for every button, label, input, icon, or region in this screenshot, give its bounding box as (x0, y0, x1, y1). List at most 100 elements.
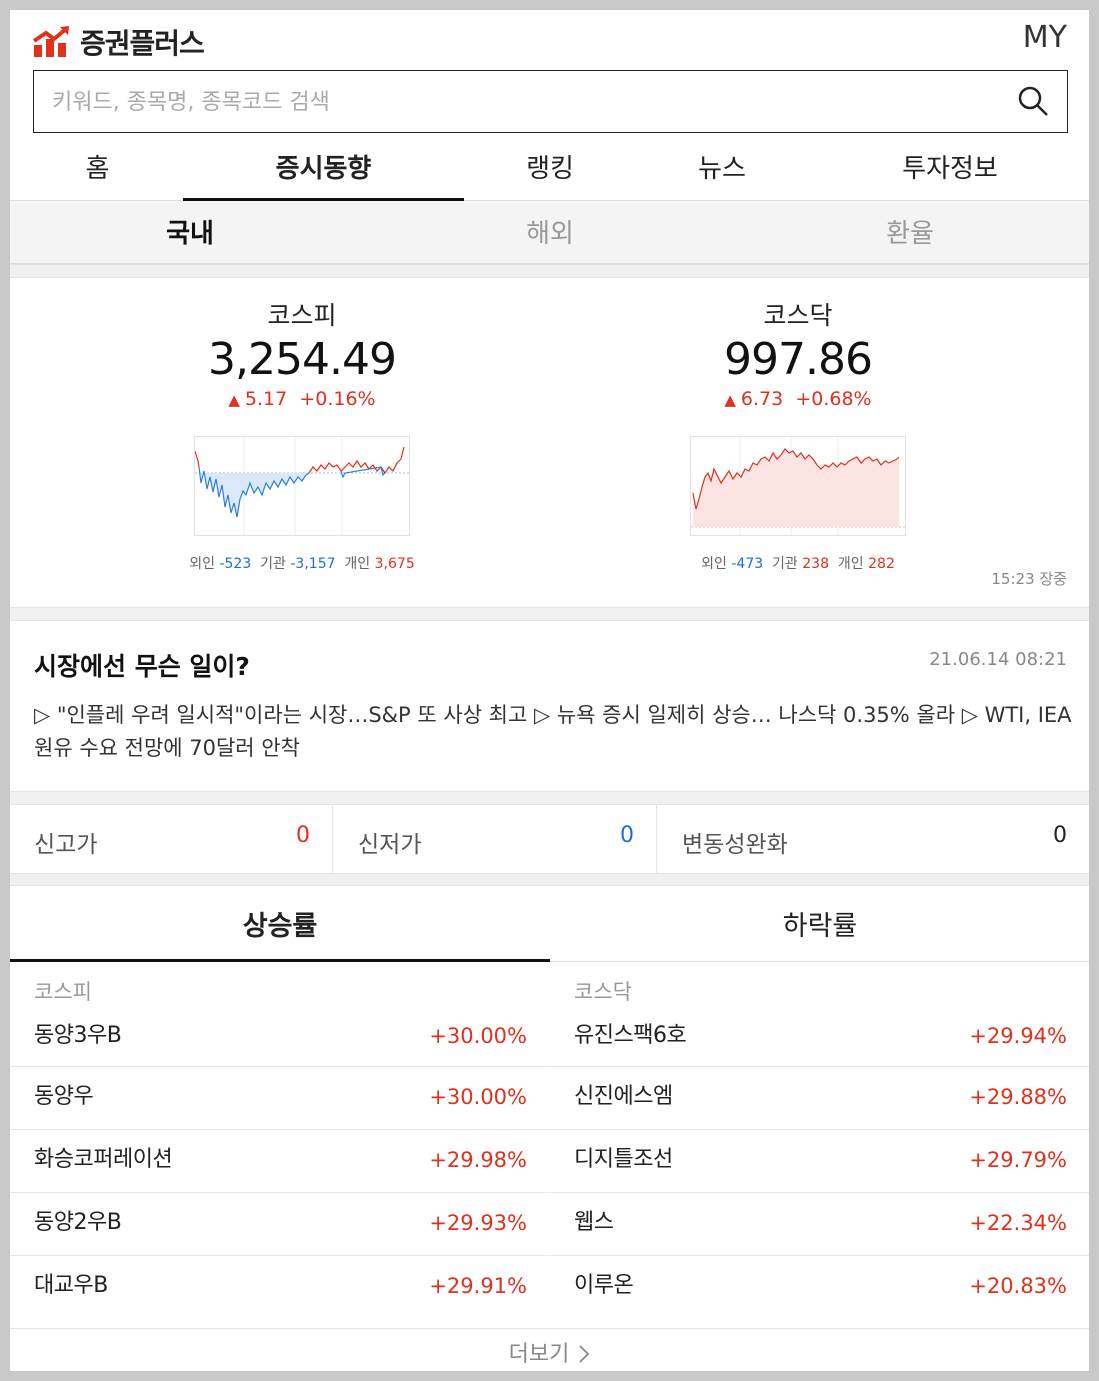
stock-rate: +30.00% (429, 1024, 527, 1048)
stat-new-low[interactable]: 신저가 0 (334, 805, 657, 873)
list-item[interactable]: 동양2우B +29.93% (10, 1193, 549, 1256)
change-amount: 5.17 (244, 388, 288, 410)
index-change: ▲ 5.17 +0.16% (32, 388, 572, 410)
stat-label: 신고가 (34, 832, 98, 858)
stat-value: 0 (1053, 823, 1067, 848)
news-title: 시장에선 무슨 일이? (34, 652, 250, 681)
foreign-label: 외인 (189, 556, 216, 572)
more-button[interactable]: 더보기 (10, 1328, 1089, 1371)
tab-market-trend[interactable]: 증시동향 (183, 140, 464, 201)
stock-name: 대교우B (34, 1273, 108, 1298)
stock-rate: +29.93% (429, 1211, 527, 1235)
search-bar (33, 70, 1068, 133)
foreign-value: -473 (731, 556, 764, 572)
change-percent: +0.16% (299, 388, 376, 410)
rank-tabs: 상승률 하락률 (10, 886, 1089, 962)
stock-name: 이루온 (574, 1273, 634, 1298)
up-arrow-icon: ▲ (724, 391, 736, 409)
stat-label: 변동성완화 (682, 832, 788, 858)
kospi-intraday-chart (194, 436, 410, 536)
individual-value: 3,675 (374, 556, 415, 572)
tab-investment-info[interactable]: 투자정보 (902, 154, 998, 184)
list-item[interactable]: 동양우 +30.00% (10, 1067, 549, 1130)
divider (10, 607, 1089, 621)
individual-label: 개인 (837, 556, 864, 572)
list-item[interactable]: 대교우B +29.91% (10, 1256, 549, 1319)
institution-value: -3,157 (290, 556, 336, 572)
list-item[interactable]: 웹스 +22.34% (550, 1193, 1089, 1256)
foreign-label: 외인 (701, 556, 727, 572)
logo[interactable]: 증권플러스 (32, 22, 205, 62)
kospi-index[interactable]: 코스피 3,254.49 ▲ 5.17 +0.16% 외인 -523 기관 -3,… (32, 278, 572, 598)
stock-name: 신진에스엠 (574, 1084, 673, 1109)
index-name: 코스닥 (763, 301, 833, 330)
market-news[interactable]: 시장에선 무슨 일이? 21.06.14 08:21 ▷ "인플레 우려 일시적… (10, 621, 1089, 791)
list-item[interactable]: 신진에스엠 +29.88% (550, 1067, 1089, 1130)
tab-exchange-rate[interactable]: 환율 (886, 219, 934, 249)
tab-overseas[interactable]: 해외 (526, 219, 574, 249)
news-body: ▷ "인플레 우려 일시적"이라는 시장…S&P 또 사상 최고 ▷ 뉴욕 증시… (34, 703, 1072, 760)
chart-up-logo-icon (32, 26, 69, 57)
sub-nav: 국내 해외 환율 (10, 201, 1089, 264)
tab-fall-rate[interactable]: 하락률 (782, 911, 858, 942)
list-item[interactable]: 화승코퍼레이션 +29.98% (10, 1130, 549, 1193)
tab-ranking[interactable]: 랭킹 (526, 154, 574, 184)
change-amount: 6.73 (740, 388, 784, 410)
divider (10, 873, 1089, 886)
stock-rate: +30.00% (429, 1085, 527, 1109)
institution-label: 기관 (772, 556, 798, 572)
stock-name: 동양우 (34, 1084, 94, 1109)
stock-rate: +29.94% (969, 1024, 1067, 1048)
news-date: 21.06.14 08:21 (929, 649, 1067, 670)
tab-home[interactable]: 홈 (85, 154, 110, 184)
header: 증권플러스 MY (10, 10, 1089, 70)
search-input[interactable] (52, 85, 952, 119)
stock-name: 웹스 (574, 1210, 614, 1235)
institution-label: 기관 (260, 556, 286, 572)
kospi-ranking: 코스피 동양3우B +30.00% 동양우 +30.00% 화승코퍼레이션 +2… (10, 962, 549, 1319)
app-frame: 증권플러스 MY 홈 증시동향 랭킹 뉴스 투자정보 국내 해외 환율 코스피 … (10, 10, 1089, 1371)
stat-volatility-interruption[interactable]: 변동성완화 0 (658, 805, 1089, 873)
index-value: 3,254.49 (208, 334, 397, 385)
stock-name: 동양3우B (34, 1023, 122, 1048)
kosdaq-ranking: 코스닥 유진스팩6호 +29.94% 신진에스엠 +29.88% 디지틀조선 +… (550, 962, 1089, 1319)
investor-summary: 외인 -523 기관 -3,157 개인 3,675 (32, 553, 572, 573)
stock-rate: +29.91% (429, 1274, 527, 1298)
logo-text: 증권플러스 (80, 27, 205, 60)
stock-rate: +29.98% (429, 1148, 527, 1172)
stock-rate: +22.34% (969, 1211, 1067, 1235)
index-change: ▲ 6.73 +0.68% (528, 388, 1068, 410)
my-button[interactable]: MY (1022, 20, 1067, 55)
list-item[interactable]: 이루온 +20.83% (550, 1256, 1089, 1319)
up-arrow-icon: ▲ (228, 391, 240, 409)
main-nav: 홈 증시동향 랭킹 뉴스 투자정보 (10, 140, 1089, 201)
index-name: 코스피 (267, 301, 337, 330)
index-value: 997.86 (724, 334, 873, 385)
stat-label: 신저가 (358, 832, 422, 858)
kosdaq-index[interactable]: 코스닥 997.86 ▲ 6.73 +0.68% 외인 -473 기관 238 개… (528, 278, 1068, 598)
ranking-header: 코스닥 (574, 980, 632, 1004)
stock-rate: +20.83% (969, 1274, 1067, 1298)
more-label: 더보기 (508, 1342, 570, 1367)
stock-name: 유진스팩6호 (574, 1023, 687, 1048)
stock-rate: +29.88% (969, 1085, 1067, 1109)
market-time-status: 15:23 장중 (991, 570, 1067, 588)
stat-new-high[interactable]: 신고가 0 (10, 805, 333, 873)
list-item[interactable]: 디지틀조선 +29.79% (550, 1130, 1089, 1193)
chevron-right-icon (579, 1345, 590, 1363)
individual-label: 개인 (344, 556, 371, 572)
stock-rate: +29.79% (969, 1148, 1067, 1172)
change-percent: +0.68% (795, 388, 872, 410)
ranking-header: 코스피 (34, 980, 92, 1004)
search-icon[interactable] (1017, 85, 1049, 117)
tab-rise-rate[interactable]: 상승률 (10, 886, 550, 962)
divider (10, 264, 1089, 278)
tab-news[interactable]: 뉴스 (698, 154, 746, 184)
foreign-value: -523 (219, 556, 252, 572)
list-item[interactable]: 유진스팩6호 +29.94% (550, 1012, 1089, 1067)
list-item[interactable]: 동양3우B +30.00% (10, 1012, 549, 1067)
tab-domestic[interactable]: 국내 (166, 219, 214, 249)
stock-name: 디지틀조선 (574, 1147, 673, 1172)
stat-value: 0 (620, 823, 634, 848)
kosdaq-intraday-chart (690, 436, 906, 536)
